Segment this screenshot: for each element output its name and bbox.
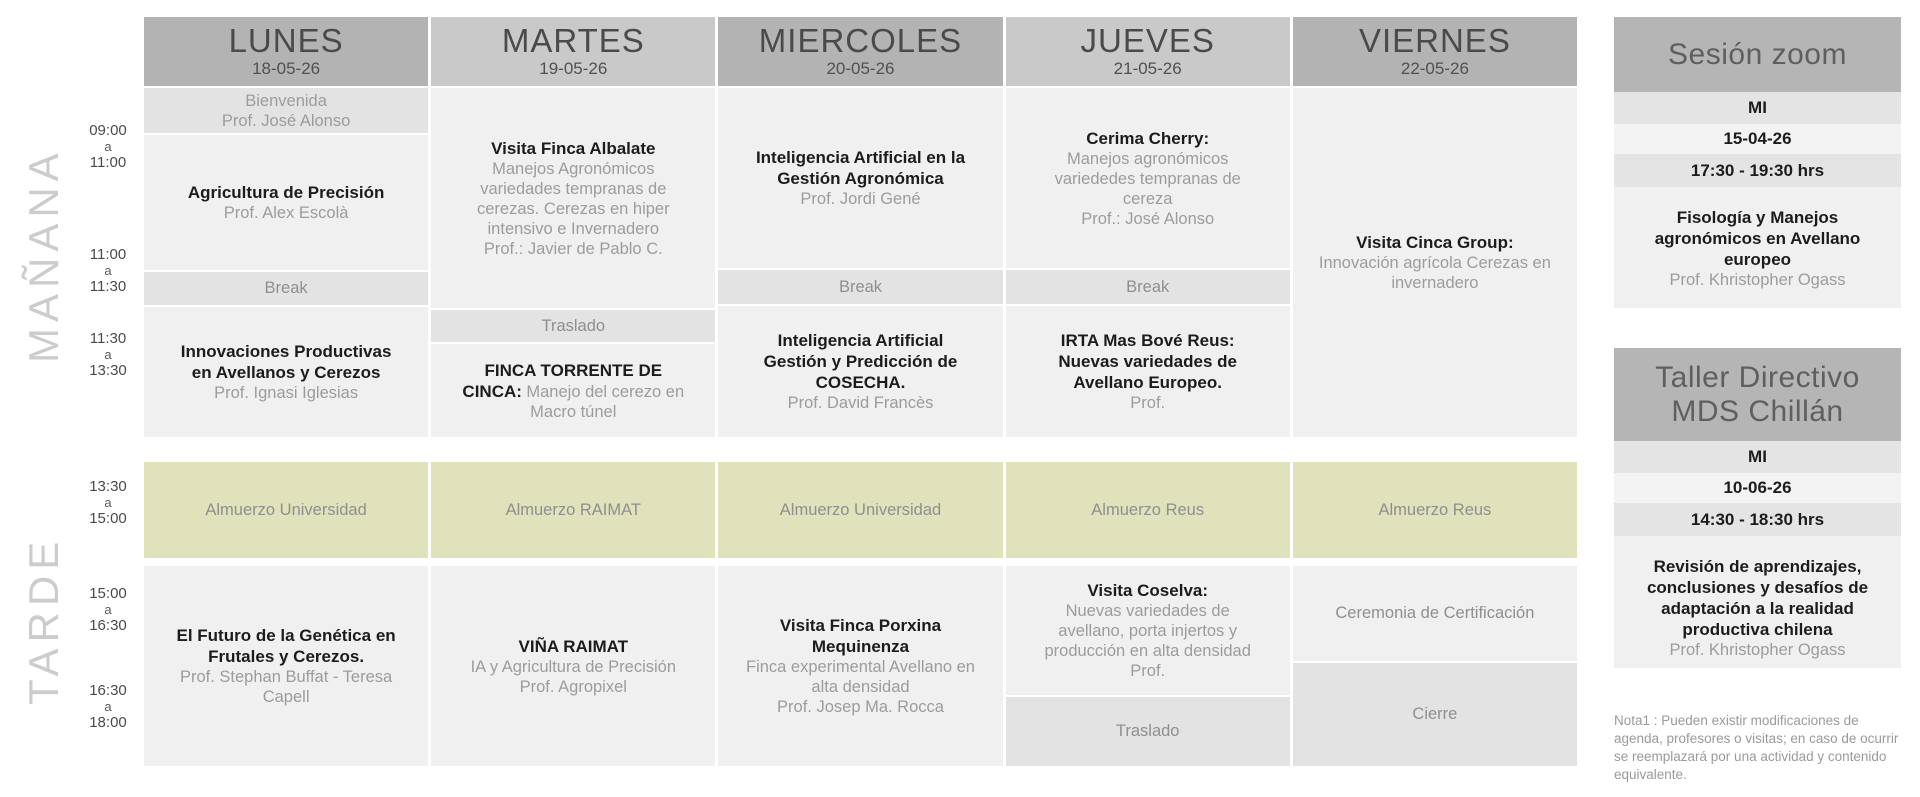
event-finca-torrente-cinca: FINCA TORRENTE DE CINCA: Manejo del cere…: [431, 344, 716, 437]
day-header-row: LUNES 18-05-26 MARTES 19-05-26 MIERCOLES…: [144, 17, 1577, 86]
event-visita-coselva: Visita Coselva: Nuevas variedades de ave…: [1005, 566, 1290, 695]
time-slot-1330-1500: 13:30 a 15:00: [89, 478, 127, 527]
zoom-session-day: MI: [1614, 92, 1901, 124]
event-ia-prediccion-cosecha: Inteligencia Artificial Gestión y Predic…: [718, 306, 1003, 437]
event-finca-porxina-mequinenza: Visita Finca Porxina Mequinenza Finca ex…: [718, 566, 1003, 766]
column-jueves: Cerima Cherry: Manejos agronómicos varie…: [1005, 88, 1290, 766]
event-ceremonia-certificacion: Ceremonia de Certificación: [1292, 566, 1577, 661]
zoom-session-hours: 17:30 - 19:30 hrs: [1614, 154, 1901, 187]
day-header-viernes: VIERNES 22-05-26: [1292, 17, 1577, 86]
event-ia-gestion-agronomica: Inteligencia Artificial en la Gestión Ag…: [718, 88, 1003, 268]
lunch-cell: Almuerzo Universidad: [718, 462, 1003, 558]
lunch-cell: Almuerzo Universidad: [144, 462, 429, 558]
event-cerima-cherry: Cerima Cherry: Manejos agronómicos varie…: [1005, 88, 1290, 268]
taller-topic-cell: Revisión de aprendizajes, conclusiones y…: [1614, 536, 1901, 668]
time-slot-0900-1100: 09:00 a 11:00: [89, 122, 127, 171]
time-slot-1500-1630: 15:00 a 16:30: [89, 585, 127, 634]
afternoon-period-label: TARDE: [20, 535, 67, 705]
time-slot-1100-1130: 11:00 a 11:30: [89, 246, 127, 295]
lunch-cell: Almuerzo Reus: [1005, 462, 1290, 558]
taller-hours: 14:30 - 18:30 hrs: [1614, 503, 1901, 536]
taller-directivo-title: Taller Directivo MDS Chillán: [1614, 348, 1901, 441]
event-irta-mas-bove: IRTA Mas Bové Reus: Nuevas variedades de…: [1005, 306, 1290, 437]
taller-day: MI: [1614, 441, 1901, 473]
day-header-lunes: LUNES 18-05-26: [144, 17, 429, 86]
taller-date: 10-06-26: [1614, 473, 1901, 503]
side-panel: Sesión zoom MI 15-04-26 17:30 - 19:30 hr…: [1614, 17, 1901, 668]
footnote: Nota1 : Pueden existir modificaciones de…: [1614, 713, 1899, 782]
break-cell: Break: [144, 272, 429, 305]
day-header-martes: MARTES 19-05-26: [431, 17, 716, 86]
zoom-session-box: Sesión zoom MI 15-04-26 17:30 - 19:30 hr…: [1614, 17, 1901, 308]
event-visita-finca-albalate: Visita Finca Albalate Manejos Agronómico…: [431, 88, 716, 308]
event-agricultura-precision: Agricultura de Precisión Prof. Alex Esco…: [144, 135, 429, 270]
transfer-cell: Traslado: [1005, 697, 1290, 766]
column-miercoles: Inteligencia Artificial en la Gestión Ag…: [718, 88, 1003, 766]
event-vina-raimat: VIÑA RAIMAT IA y Agricultura de Precisió…: [431, 566, 716, 766]
time-slot-1130-1330: 11:30 a 13:30: [89, 330, 127, 379]
zoom-session-date: 15-04-26: [1614, 124, 1901, 154]
lunch-cell: Almuerzo RAIMAT: [431, 462, 716, 558]
zoom-session-topic-cell: Fisología y Manejos agronómicos en Avell…: [1614, 187, 1901, 308]
taller-directivo-box: Taller Directivo MDS Chillán MI 10-06-26…: [1614, 348, 1901, 668]
break-cell: Break: [718, 270, 1003, 304]
schedule-grid: LUNES 18-05-26 MARTES 19-05-26 MIERCOLES…: [144, 17, 1577, 766]
event-cierre: Cierre: [1292, 663, 1577, 766]
lunch-cell: Almuerzo Reus: [1292, 462, 1577, 558]
column-martes: Visita Finca Albalate Manejos Agronómico…: [431, 88, 716, 766]
event-bienvenida: Bienvenida Prof. José Alonso: [144, 88, 429, 133]
day-header-miercoles: MIERCOLES 20-05-26: [718, 17, 1003, 86]
time-slot-1630-1800: 16:30 a 18:00: [89, 682, 127, 731]
column-viernes: Visita Cinca Group: Innovación agrícola …: [1292, 88, 1577, 766]
event-innovaciones-productivas: Innovaciones Productivas en Avellanos y …: [144, 307, 429, 437]
column-lunes: Bienvenida Prof. José Alonso Agricultura…: [144, 88, 429, 766]
morning-period-label: MAÑANA: [20, 147, 67, 363]
transfer-cell: Traslado: [431, 310, 716, 342]
day-header-jueves: JUEVES 21-05-26: [1005, 17, 1290, 86]
event-futuro-genetica: El Futuro de la Genética en Frutales y C…: [144, 566, 429, 766]
zoom-session-title: Sesión zoom: [1614, 17, 1901, 92]
event-visita-cinca-group: Visita Cinca Group: Innovación agrícola …: [1292, 88, 1577, 437]
break-cell: Break: [1005, 270, 1290, 304]
